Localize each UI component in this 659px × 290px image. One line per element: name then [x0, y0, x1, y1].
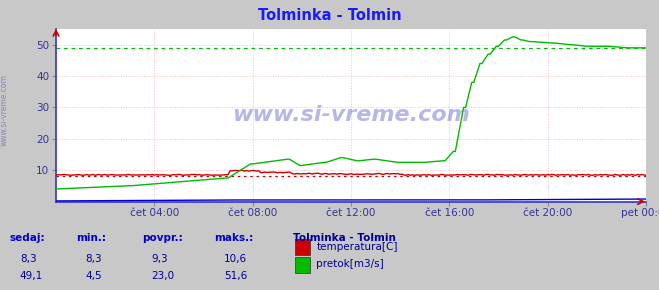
Text: pretok[m3/s]: pretok[m3/s] — [316, 259, 384, 269]
Text: 9,3: 9,3 — [152, 254, 168, 264]
Text: 8,3: 8,3 — [86, 254, 102, 264]
Text: min.:: min.: — [76, 233, 106, 243]
Text: sedaj:: sedaj: — [10, 233, 45, 243]
Text: 8,3: 8,3 — [20, 254, 36, 264]
Text: 23,0: 23,0 — [152, 271, 175, 281]
Text: 4,5: 4,5 — [86, 271, 102, 281]
Text: maks.:: maks.: — [214, 233, 254, 243]
Text: 51,6: 51,6 — [224, 271, 247, 281]
Text: Tolminka - Tolmin: Tolminka - Tolmin — [293, 233, 396, 243]
Text: www.si-vreme.com: www.si-vreme.com — [0, 74, 9, 146]
Text: 10,6: 10,6 — [224, 254, 247, 264]
Text: www.si-vreme.com: www.si-vreme.com — [232, 105, 470, 125]
Text: Tolminka - Tolmin: Tolminka - Tolmin — [258, 8, 401, 23]
Text: temperatura[C]: temperatura[C] — [316, 242, 398, 251]
Text: povpr.:: povpr.: — [142, 233, 183, 243]
Text: 49,1: 49,1 — [20, 271, 43, 281]
